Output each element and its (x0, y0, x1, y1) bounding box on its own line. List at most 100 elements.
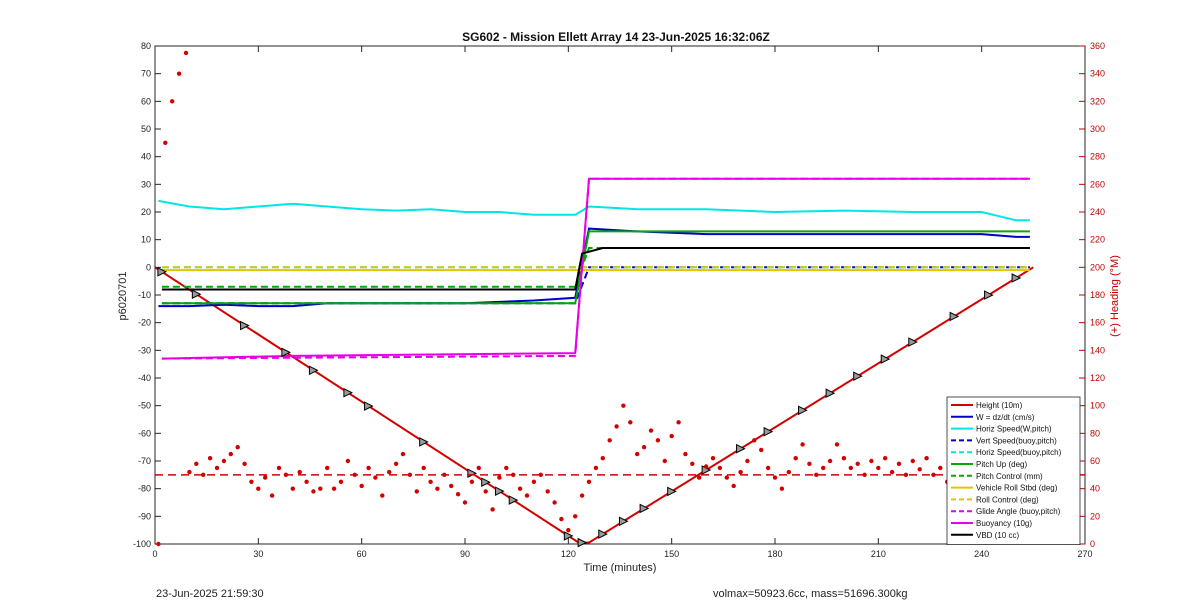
heading-point (297, 469, 302, 475)
heading-point (834, 442, 840, 447)
heading-point (242, 461, 247, 466)
heading-point (156, 541, 161, 547)
heading-point (163, 140, 168, 145)
legend-entry: Vehicle Roll Stbd (deg) (976, 484, 1058, 493)
heading-point (697, 475, 702, 480)
heading-layer (155, 50, 1085, 547)
heading-point (807, 461, 812, 466)
heading-point (221, 458, 227, 464)
y-right-tick-label: 20 (1090, 511, 1100, 521)
heading-point (338, 479, 344, 484)
height-marker (577, 537, 588, 548)
heading-point (359, 483, 364, 489)
x-tick-label: 60 (357, 549, 367, 559)
heading-point (490, 507, 495, 512)
height-marker (598, 529, 608, 539)
series-vbd-10-cc (161, 247, 1030, 291)
heading-point (176, 71, 182, 76)
legend-entry: Height (10m) (976, 401, 1023, 410)
series-buoyancy-10g (161, 177, 1030, 360)
legend-entry: Glide Angle (buoy,pitch) (976, 507, 1061, 516)
height-marker (563, 531, 574, 541)
heading-point (889, 469, 895, 475)
heading-point (703, 464, 709, 469)
heading-point (511, 472, 516, 477)
heading-point (573, 514, 578, 519)
heading-point (876, 465, 881, 471)
heading-point (717, 465, 723, 471)
y-axis-right: 0 20 40 60 80 100 120 140 160 180 200 220 240 260 280 3… (1079, 41, 1105, 549)
x-tick-label: 120 (561, 549, 576, 559)
heading-point (772, 475, 778, 480)
heading-point (848, 465, 853, 471)
heading-point (924, 456, 929, 461)
x-tick-label: 270 (1077, 549, 1092, 559)
legend-entry: Pitch Control (mm) (976, 472, 1043, 481)
series-vert-speed-buoy-pitch (161, 266, 1030, 305)
heading-point (318, 486, 323, 491)
plot-area (154, 45, 1086, 545)
heading-point (628, 420, 633, 425)
heading-point (662, 458, 667, 464)
y-left-tick-label: -10 (138, 290, 151, 300)
heading-point (800, 442, 805, 447)
y-right-tick-label: 360 (1090, 41, 1105, 51)
heading-point (373, 475, 378, 480)
heading-point (745, 458, 750, 464)
heading-point (201, 472, 206, 477)
height-marker (419, 437, 429, 447)
legend-entry: Buoyancy (10g) (976, 519, 1032, 528)
legend-entry: VBD (10 cc) (976, 531, 1019, 540)
heading-point (593, 465, 599, 471)
heading-point (931, 472, 936, 477)
heading-point (449, 483, 454, 489)
y-left-tick-label: 60 (141, 96, 151, 106)
heading-point (814, 472, 819, 477)
heading-point (724, 475, 729, 480)
heading-point (207, 456, 213, 461)
x-tick-label: 90 (460, 549, 470, 559)
heading-point (690, 461, 695, 466)
heading-point (862, 472, 867, 477)
heading-point (759, 447, 764, 453)
heading-point (183, 50, 189, 56)
y-right-tick-label: 80 (1090, 428, 1100, 438)
heading-point (779, 486, 785, 491)
heading-point (290, 486, 295, 491)
series-layer (154, 177, 1034, 548)
height-marker (157, 267, 168, 277)
height-marker (949, 311, 960, 322)
y-right-tick-label: 320 (1090, 96, 1105, 106)
height-marker (667, 486, 677, 497)
heading-point (504, 465, 509, 471)
heading-point (869, 458, 874, 464)
heading-point (676, 420, 681, 425)
heading-point (752, 438, 757, 443)
heading-point (517, 486, 523, 491)
height-marker (240, 320, 250, 331)
x-tick-label: 0 (152, 549, 157, 559)
y-left-tick-label: -30 (138, 345, 151, 355)
heading-point (531, 479, 537, 484)
series-horiz-speed-w-pitch (158, 199, 1030, 222)
heading-point (566, 528, 571, 533)
heading-point (621, 403, 626, 408)
heading-point (387, 469, 392, 475)
y-right-tick-label: 140 (1090, 345, 1105, 355)
height-marker (508, 495, 519, 505)
height-marker (494, 486, 505, 496)
height-marker (364, 401, 374, 411)
y-axis-right-label: (+) Heading (°M) (1109, 255, 1121, 337)
heading-point (366, 465, 371, 471)
legend-entry: Vert Speed(buoy,pitch) (976, 436, 1057, 445)
heading-point (738, 469, 743, 475)
heading-point (683, 451, 688, 457)
height-marker (763, 426, 774, 437)
height-marker (639, 503, 650, 514)
y-left-tick-label: 50 (141, 124, 151, 134)
footer-volmax-mass: volmax=50923.6cc, mass=51696.300kg (713, 588, 908, 600)
heading-point (855, 461, 860, 466)
heading-point (400, 451, 406, 457)
legend: Height (10m) W = dz/dt (cm/s) Horiz Speed(… (946, 396, 1081, 546)
